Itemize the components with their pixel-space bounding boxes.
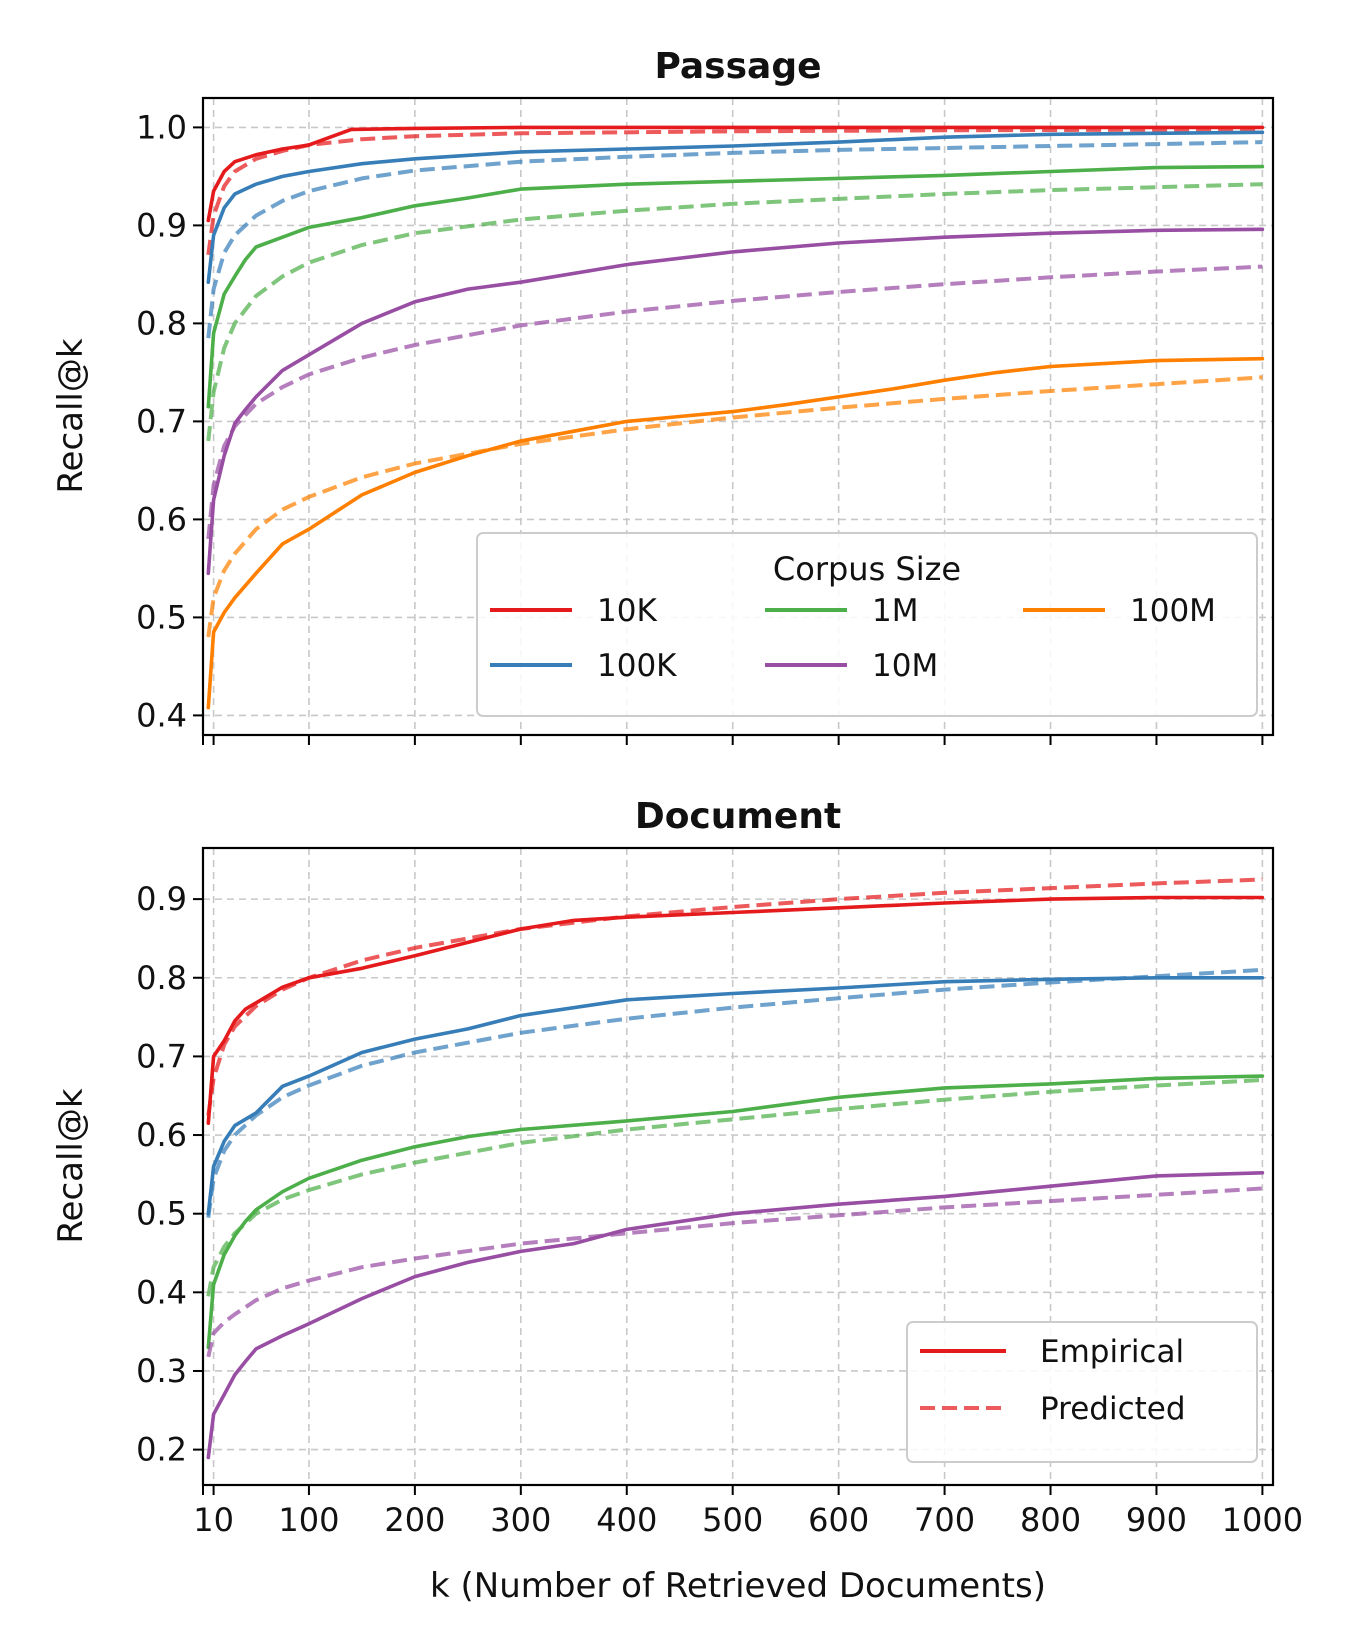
passage-legend: Corpus Size 10K 100K 1M 10M 100M bbox=[476, 532, 1258, 717]
document-series-100k-solid bbox=[206, 975, 1265, 1216]
passage-y-tick-label: 0.7 bbox=[136, 402, 187, 440]
passage-plot-frame bbox=[201, 96, 1275, 737]
document-series-1m-dashed bbox=[206, 1078, 1263, 1297]
document-series-10m-dashed bbox=[206, 1186, 1263, 1358]
passage-y-tick-label: 0.9 bbox=[136, 206, 187, 244]
x-tick-label: 600 bbox=[808, 1501, 869, 1539]
passage-series-10k-solid bbox=[206, 125, 1265, 223]
passage-series-10m-dashed bbox=[206, 264, 1263, 540]
document-panel: 10 100 200 300 400 500 600 700 800 900 1000 0.2 0.3 0… bbox=[51, 796, 1303, 1606]
legend-label-empirical: Empirical bbox=[1040, 1334, 1184, 1370]
legend-label-1m: 1M bbox=[872, 593, 918, 629]
document-series-empirical-solid bbox=[206, 895, 1265, 1125]
document-series-predicted-dashed bbox=[206, 877, 1263, 1116]
legend-label-predicted: Predicted bbox=[1040, 1391, 1186, 1427]
x-tick-label: 100 bbox=[278, 1501, 339, 1539]
document-y-tick-label: 0.6 bbox=[136, 1116, 187, 1154]
passage-series-10k-dashed bbox=[206, 127, 1263, 256]
passage-series-100k-dashed bbox=[206, 140, 1263, 339]
passage-series-100k-solid bbox=[206, 130, 1265, 285]
x-axis-label: k (Number of Retrieved Documents) bbox=[430, 1566, 1046, 1606]
document-series bbox=[206, 877, 1265, 1460]
passage-series-100m-dashed bbox=[206, 375, 1263, 638]
passage-ticks: 0.4 0.5 0.6 0.7 0.8 0.9 1.0 bbox=[136, 108, 1264, 745]
document-y-tick-label: 0.9 bbox=[136, 880, 187, 918]
legend-label-10k: 10K bbox=[597, 593, 657, 629]
passage-y-axis-label: Recall@k bbox=[51, 338, 91, 493]
x-tick-label: 10 bbox=[193, 1501, 234, 1539]
x-tick-label: 500 bbox=[702, 1501, 763, 1539]
document-series-100k-dashed bbox=[206, 967, 1263, 1218]
document-plot-frame bbox=[201, 846, 1275, 1487]
passage-legend-title: Corpus Size bbox=[773, 550, 961, 588]
passage-legend-box bbox=[476, 532, 1258, 717]
passage-panel: 0.4 0.5 0.6 0.7 0.8 0.9 1.0 Passage Recall@k C… bbox=[51, 46, 1275, 745]
document-legend: Empirical Predicted bbox=[906, 1321, 1258, 1463]
legend-label-100m: 100M bbox=[1130, 593, 1216, 629]
document-y-tick-label: 0.5 bbox=[136, 1195, 187, 1233]
passage-legend-entries: 10K 100K 1M 10M 100M bbox=[490, 593, 1216, 684]
passage-y-tick-label: 0.4 bbox=[136, 696, 187, 734]
document-y-tick-label: 0.4 bbox=[136, 1273, 187, 1311]
legend-label-100k: 100K bbox=[597, 648, 677, 684]
document-title: Document bbox=[635, 796, 841, 837]
passage-y-tick-label: 0.8 bbox=[136, 304, 187, 342]
document-y-tick-label: 0.3 bbox=[136, 1352, 187, 1390]
x-tick-label: 1000 bbox=[1222, 1501, 1303, 1539]
document-legend-entries: Empirical Predicted bbox=[920, 1334, 1186, 1427]
x-tick-label: 200 bbox=[384, 1501, 445, 1539]
passage-y-tick-label: 0.5 bbox=[136, 598, 187, 636]
document-y-tick-label: 0.7 bbox=[136, 1037, 187, 1075]
document-y-axis-label: Recall@k bbox=[51, 1088, 91, 1243]
x-tick-label: 400 bbox=[596, 1501, 657, 1539]
document-legend-box bbox=[906, 1321, 1258, 1463]
passage-series bbox=[206, 125, 1265, 710]
passage-title: Passage bbox=[654, 46, 821, 87]
document-ticks: 10 100 200 300 400 500 600 700 800 900 1000 0.2 0.3 0… bbox=[136, 880, 1303, 1539]
x-tick-label: 700 bbox=[914, 1501, 975, 1539]
passage-y-tick-label: 1.0 bbox=[136, 108, 187, 146]
x-tick-label: 800 bbox=[1020, 1501, 1081, 1539]
passage-y-tick-label: 0.6 bbox=[136, 500, 187, 538]
document-series-10m-solid bbox=[206, 1171, 1265, 1460]
passage-series-100m-solid bbox=[206, 356, 1265, 710]
legend-label-10m: 10M bbox=[872, 648, 938, 684]
x-tick-label: 900 bbox=[1126, 1501, 1187, 1539]
passage-series-1m-solid bbox=[206, 164, 1265, 409]
x-tick-label: 300 bbox=[490, 1501, 551, 1539]
document-y-tick-label: 0.2 bbox=[136, 1431, 187, 1469]
document-y-tick-label: 0.8 bbox=[136, 959, 187, 997]
passage-series-1m-dashed bbox=[206, 182, 1263, 442]
